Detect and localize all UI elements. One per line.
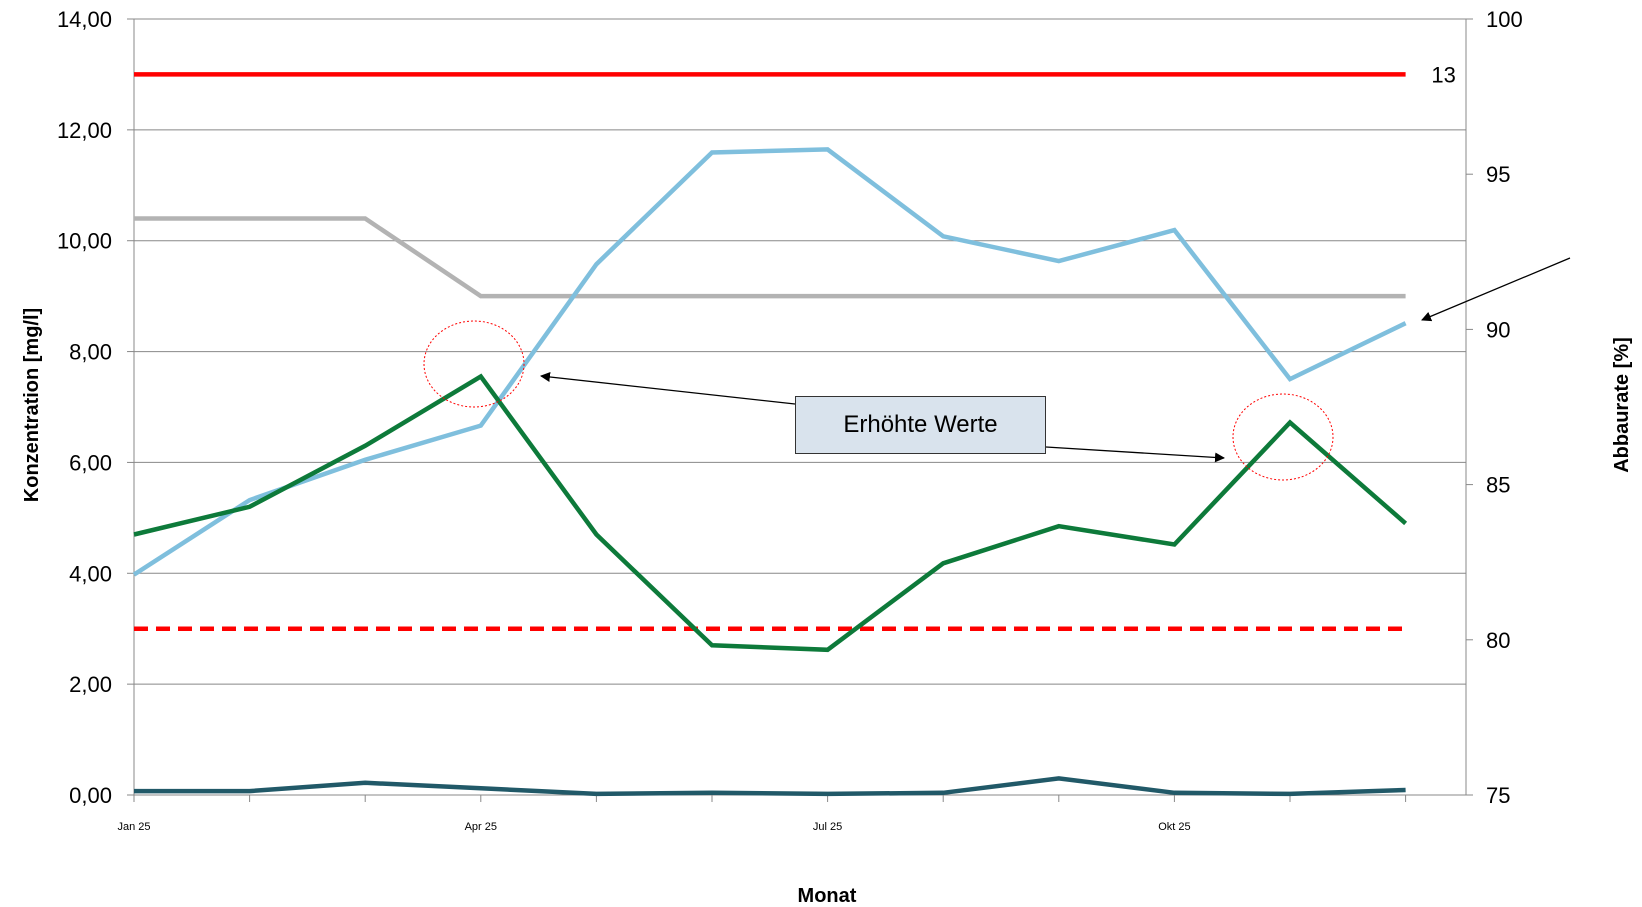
right-tick-label-3: 90	[1486, 317, 1510, 342]
left-tick-label-3: 6,00	[69, 450, 112, 475]
callout-arrow-left	[540, 372, 796, 405]
right-tick-label-0: 75	[1486, 783, 1510, 808]
callout-arrow-right	[1045, 446, 1225, 463]
series-line-3	[132, 147, 1407, 577]
highlight-circle-nov	[1232, 393, 1334, 481]
left-tick-label-0: 0,00	[69, 783, 112, 808]
right-axis-arrow	[1421, 257, 1571, 322]
right-tick-label-4: 95	[1486, 162, 1510, 187]
right-tick-label-1: 80	[1486, 628, 1510, 653]
x-tick-label-1: Apr 25	[465, 821, 497, 833]
callout-erhoehte-werte: Erhöhte Werte	[795, 396, 1046, 454]
series-line-2	[134, 216, 1406, 299]
x-axis-title: Monat	[798, 885, 857, 907]
right-tick-label-5: 100	[1486, 7, 1523, 32]
y-axis-right-title: Abbaurate [%]	[1611, 337, 1633, 473]
tick-labels: 0,00 2,00 4,00 6,00 8,00 10,00 12,00 14,00 75 80 8…	[57, 7, 1523, 833]
left-tick-label-1: 2,00	[69, 672, 112, 697]
x-tick-label-2: Jul 25	[813, 821, 842, 833]
left-tick-label-5: 10,00	[57, 229, 112, 254]
x-tick-label-0: Jan 25	[117, 821, 150, 833]
left-tick-label-6: 12,00	[57, 118, 112, 143]
highlight-circle-apr	[423, 320, 525, 408]
annotations	[423, 257, 1571, 481]
series-line-4	[133, 373, 1408, 653]
y-axis-left-title: Konzentration [mg/l]	[21, 308, 43, 502]
left-tick-label-2: 4,00	[69, 561, 112, 586]
series-lines	[132, 72, 1408, 797]
series-line-5	[134, 776, 1406, 797]
right-tick-label-2: 85	[1486, 473, 1510, 498]
left-tick-label-7: 14,00	[57, 7, 112, 32]
left-tick-label-4: 8,00	[69, 340, 112, 365]
x-tick-label-3: Okt 25	[1158, 821, 1190, 833]
series-value-label: 13	[1431, 62, 1455, 87]
